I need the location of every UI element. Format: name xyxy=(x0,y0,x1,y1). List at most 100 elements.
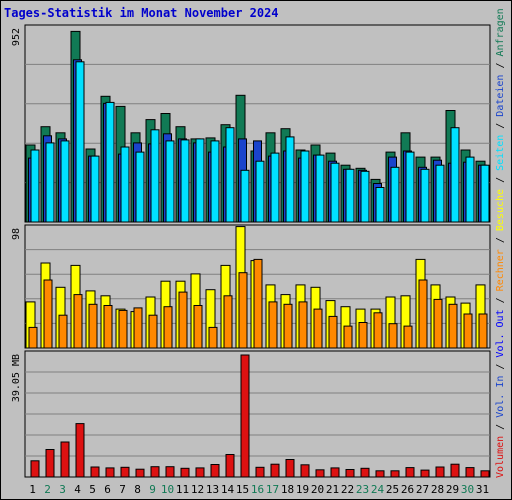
bar-seiten-day-26 xyxy=(405,151,415,223)
bar-volumen-day-23 xyxy=(360,467,370,478)
bar-rechner-day-31 xyxy=(478,313,488,349)
bar-volumen-day-26 xyxy=(405,467,415,478)
bar-rechner-day-8 xyxy=(133,307,143,349)
bar-seiten-day-4 xyxy=(75,61,85,223)
day-label-20: 20 xyxy=(311,483,324,496)
bar-volumen-day-1 xyxy=(30,460,40,478)
bar-volumen-day-11 xyxy=(180,467,190,478)
day-label-12: 12 xyxy=(191,483,204,496)
bar-volumen-day-18 xyxy=(285,459,295,478)
bar-rechner-day-6 xyxy=(103,305,113,349)
bar-volumen-day-30 xyxy=(465,467,475,478)
bar-seiten-day-7 xyxy=(120,146,130,223)
bar-rechner-day-30 xyxy=(463,313,473,349)
legend-vol-in: Vol. In xyxy=(495,376,506,418)
bar-volumen-day-24 xyxy=(375,470,385,478)
bar-seiten-day-30 xyxy=(465,156,475,223)
day-label-16: 16 xyxy=(251,483,264,496)
bar-volumen-day-9 xyxy=(150,466,160,478)
bar-seiten-day-28 xyxy=(435,164,445,223)
day-label-10: 10 xyxy=(161,483,174,496)
legend-besuche: Besuche xyxy=(495,189,506,231)
bar-rechner-day-9 xyxy=(148,314,158,349)
bar-rechner-day-18 xyxy=(283,303,293,349)
day-label-7: 7 xyxy=(119,483,126,496)
bar-seiten-day-31 xyxy=(480,164,490,223)
bar-volumen-day-15 xyxy=(240,354,250,478)
bar-rechner-day-22 xyxy=(343,325,353,349)
bar-seiten-day-11 xyxy=(180,139,190,223)
bar-rechner-day-26 xyxy=(403,325,413,349)
bar-rechner-day-10 xyxy=(163,306,173,349)
day-label-17: 17 xyxy=(266,483,279,496)
day-label-26: 26 xyxy=(401,483,414,496)
day-label-13: 13 xyxy=(206,483,219,496)
day-label-27: 27 xyxy=(416,483,429,496)
bar-rechner-day-27 xyxy=(418,279,428,349)
bar-volumen-day-6 xyxy=(105,467,115,478)
day-label-2: 2 xyxy=(44,483,51,496)
bar-seiten-day-14 xyxy=(225,127,235,223)
legend-volumen: Volumen xyxy=(495,436,506,478)
day-label-21: 21 xyxy=(326,483,339,496)
legend-anfragen: Anfragen xyxy=(495,8,506,56)
bar-seiten-day-22 xyxy=(345,168,355,223)
bar-volumen-day-5 xyxy=(90,466,100,478)
bar-seiten-day-19 xyxy=(300,150,310,223)
legend-dateien: Dateien xyxy=(495,75,506,117)
bar-volumen-day-12 xyxy=(195,467,205,478)
bar-seiten-day-18 xyxy=(285,136,295,223)
y-max-label-bottom: 39.05 MB xyxy=(11,354,22,402)
day-label-18: 18 xyxy=(281,483,294,496)
bar-rechner-day-16 xyxy=(253,258,263,349)
day-label-29: 29 xyxy=(446,483,459,496)
day-label-4: 4 xyxy=(74,483,81,496)
day-label-25: 25 xyxy=(386,483,399,496)
bar-seiten-day-17 xyxy=(270,152,280,223)
bar-seiten-day-6 xyxy=(105,101,115,223)
bar-volumen-day-2 xyxy=(45,449,55,478)
bar-rechner-day-4 xyxy=(73,294,83,349)
bar-rechner-day-25 xyxy=(388,323,398,349)
bar-volumen-day-21 xyxy=(330,467,340,478)
bar-volumen-day-10 xyxy=(165,466,175,478)
bar-seiten-day-2 xyxy=(45,142,55,223)
day-label-28: 28 xyxy=(431,483,444,496)
day-label-6: 6 xyxy=(104,483,111,496)
bar-seiten-day-16 xyxy=(255,160,265,223)
bar-rechner-day-1 xyxy=(28,326,38,349)
bar-rechner-day-7 xyxy=(118,309,128,349)
bar-seiten-day-13 xyxy=(210,140,220,223)
bar-rechner-day-19 xyxy=(298,301,308,349)
day-label-15: 15 xyxy=(236,483,249,496)
bar-rechner-day-12 xyxy=(193,305,203,349)
day-label-11: 11 xyxy=(176,483,189,496)
day-label-5: 5 xyxy=(89,483,96,496)
bar-volumen-day-17 xyxy=(270,463,280,478)
bar-rechner-day-20 xyxy=(313,308,323,349)
bar-seiten-day-24 xyxy=(375,187,385,223)
day-label-14: 14 xyxy=(221,483,235,496)
bar-seiten-day-9 xyxy=(150,129,160,223)
day-label-24: 24 xyxy=(371,483,385,496)
bar-seiten-day-21 xyxy=(330,162,340,223)
bar-seiten-day-23 xyxy=(360,170,370,223)
bar-rechner-day-28 xyxy=(433,298,443,349)
day-label-23: 23 xyxy=(356,483,369,496)
bar-seiten-day-3 xyxy=(60,140,70,223)
bar-seiten-day-8 xyxy=(135,151,145,223)
day-label-9: 9 xyxy=(149,483,156,496)
bar-seiten-day-5 xyxy=(90,155,100,223)
bar-rechner-day-2 xyxy=(43,279,53,349)
bar-volumen-day-3 xyxy=(60,441,70,478)
bar-rechner-day-29 xyxy=(448,303,458,349)
bar-volumen-day-22 xyxy=(345,469,355,478)
day-label-19: 19 xyxy=(296,483,309,496)
bar-volumen-day-28 xyxy=(435,466,445,478)
day-label-8: 8 xyxy=(134,483,141,496)
bar-volumen-day-31 xyxy=(480,470,490,478)
bar-volumen-day-8 xyxy=(135,468,145,478)
chart-title: Tages-Statistik im Monat November 2024 xyxy=(4,6,279,20)
day-label-1: 1 xyxy=(29,483,36,496)
